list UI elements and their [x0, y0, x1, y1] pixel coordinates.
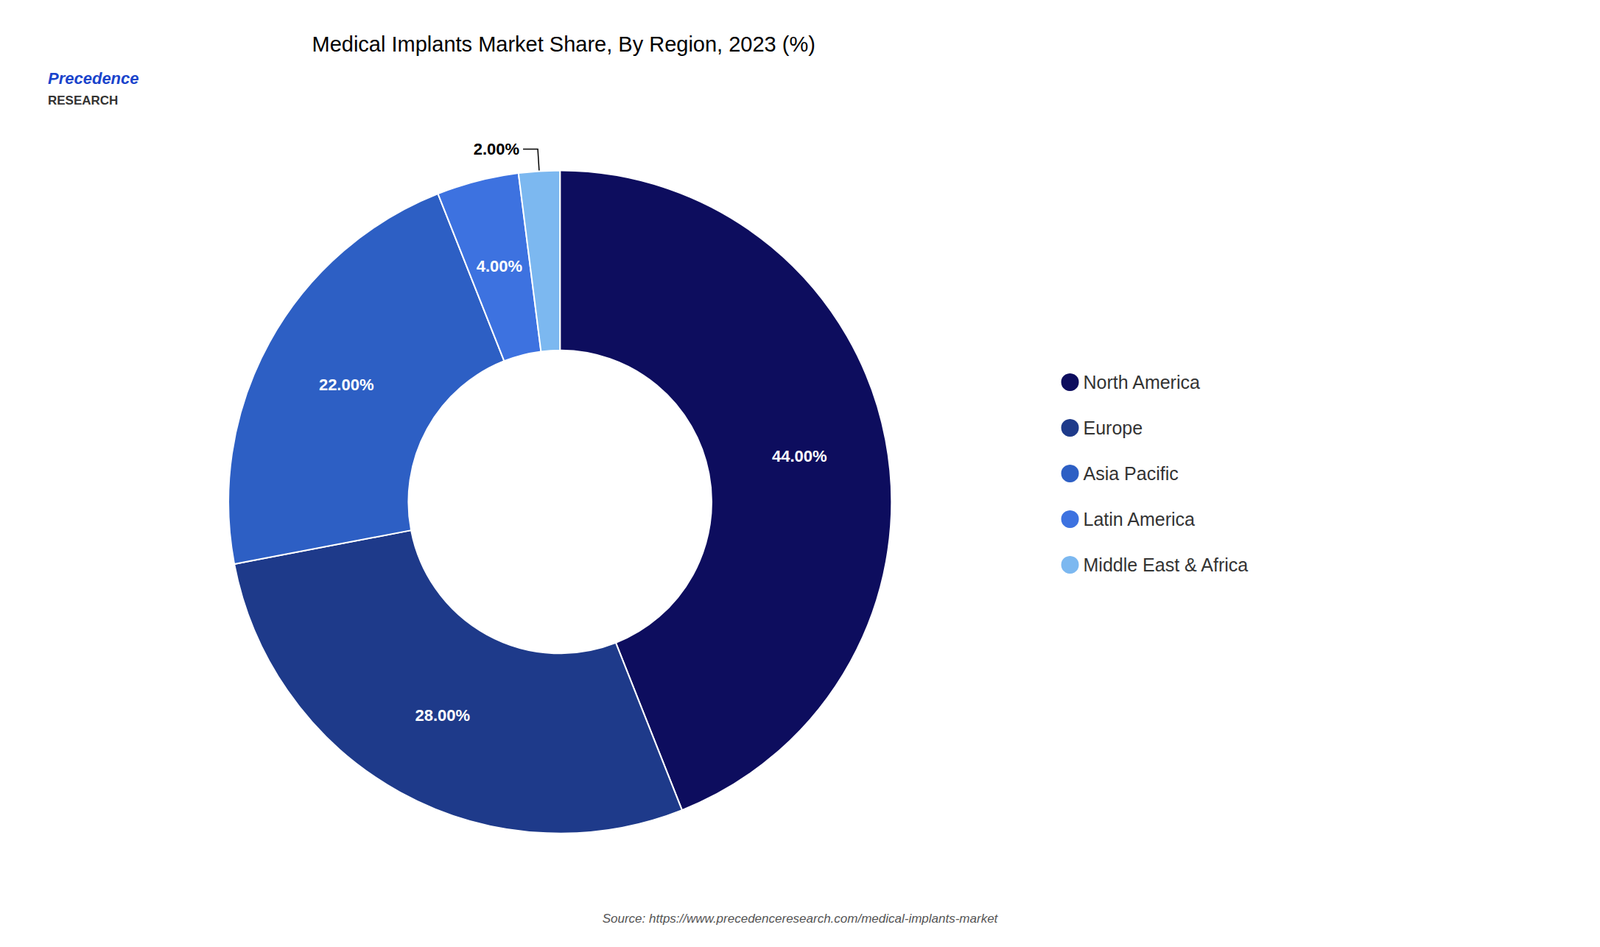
svg-text:2.00%: 2.00%: [473, 139, 520, 159]
svg-text:Latin America: Latin America: [1083, 509, 1196, 530]
svg-text:RESEARCH: RESEARCH: [47, 93, 118, 108]
svg-text:Europe: Europe: [1083, 417, 1144, 439]
svg-text:44.00%: 44.00%: [772, 447, 828, 466]
svg-text:4.00%: 4.00%: [476, 257, 523, 276]
svg-text:Source: https://www.precedence: Source: https://www.precedenceresearch.c…: [602, 911, 999, 926]
svg-text:Precedence: Precedence: [47, 69, 140, 88]
svg-text:Medical Implants Market Share,: Medical Implants Market Share, By Region…: [311, 32, 815, 56]
svg-text:Asia Pacific: Asia Pacific: [1083, 463, 1179, 484]
svg-text:Middle East & Africa: Middle East & Africa: [1083, 554, 1249, 576]
svg-text:North America: North America: [1083, 372, 1200, 393]
svg-text:22.00%: 22.00%: [318, 375, 375, 395]
svg-text:28.00%: 28.00%: [414, 706, 470, 725]
